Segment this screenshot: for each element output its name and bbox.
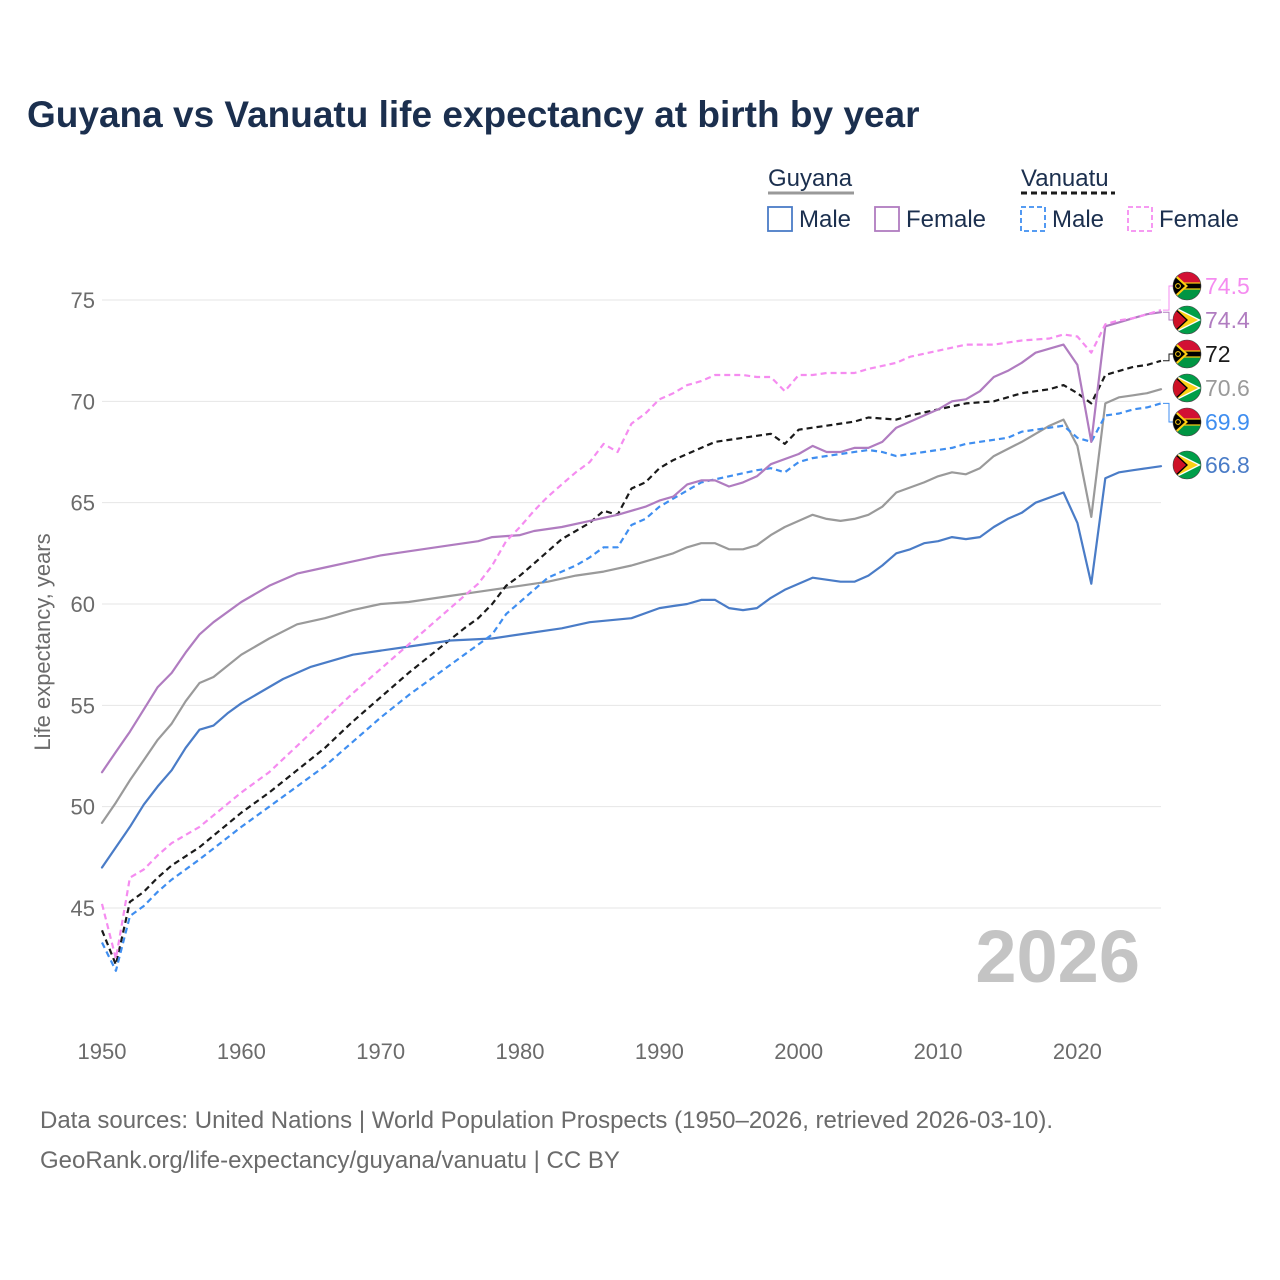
- y-tick-label: 65: [71, 491, 95, 516]
- legend-country-vanuatu: Vanuatu: [1021, 165, 1109, 192]
- legend-swatch: [1020, 206, 1046, 232]
- footer-link[interactable]: GeoRank.org/life-expectancy/guyana/vanua…: [40, 1147, 620, 1174]
- vanuatu-flag-icon: [1173, 272, 1201, 300]
- series-line-guyana-male: [100, 465, 1163, 869]
- year-watermark: 2026: [975, 915, 1140, 998]
- series-line-vanuatu-female: [100, 309, 1162, 960]
- end-value-label: 66.8: [1205, 452, 1250, 478]
- y-tick-label: 75: [71, 288, 95, 313]
- y-axis: 45 50 55 60 65 70 75: [71, 288, 95, 921]
- y-tick-label: 60: [71, 592, 95, 617]
- end-value-label: 69.9: [1205, 409, 1250, 435]
- series-line-guyana-total: [100, 388, 1163, 824]
- legend-swatch: [767, 206, 793, 232]
- end-value-label: 72: [1205, 341, 1231, 367]
- y-axis-label: Life expectancy, years: [30, 533, 55, 750]
- y-tick-label: 55: [71, 693, 95, 718]
- legend-country-guyana: Guyana: [768, 165, 853, 192]
- series-line-vanuatu-total: [100, 359, 1162, 966]
- series-line-vanuatu-male: [101, 402, 1162, 972]
- x-tick-label: 1950: [78, 1039, 127, 1064]
- x-tick-label: 1980: [496, 1039, 545, 1064]
- guyana-flag-icon: [1173, 451, 1201, 479]
- end-label-connector: [1163, 353, 1174, 362]
- guyana-flag-icon: [1173, 374, 1201, 402]
- end-label-connector: [1163, 402, 1174, 423]
- legend-item-male: Male: [799, 206, 851, 233]
- x-tick-label: 2020: [1053, 1039, 1102, 1064]
- end-value-label: 70.6: [1205, 375, 1250, 401]
- x-tick-label: 1970: [356, 1039, 405, 1064]
- series-line-guyana-female: [100, 311, 1163, 774]
- x-axis: 1950 1960 1970 1980 1990 2000 2010 2020: [78, 1039, 1102, 1064]
- end-labels: 74.5 74.4 72 70.6 69.9 66.8: [1163, 272, 1250, 479]
- legend-item-male: Male: [1052, 206, 1104, 233]
- legend-item-female: Female: [1159, 206, 1239, 233]
- y-tick-label: 45: [71, 896, 95, 921]
- x-tick-label: 2010: [914, 1039, 963, 1064]
- footer-sources: Data sources: United Nations | World Pop…: [40, 1107, 1054, 1134]
- x-tick-label: 1960: [217, 1039, 266, 1064]
- legend-swatch: [874, 206, 900, 232]
- end-value-label: 74.4: [1205, 307, 1250, 333]
- legend: Guyana Male Female Vanuatu Male Female: [767, 165, 1239, 233]
- x-tick-label: 1990: [635, 1039, 684, 1064]
- x-tick-label: 2000: [774, 1039, 823, 1064]
- legend-swatch: [1127, 206, 1153, 232]
- vanuatu-flag-icon: [1173, 340, 1201, 368]
- end-label-connector: [1163, 311, 1174, 321]
- vanuatu-flag-icon: [1173, 408, 1201, 436]
- legend-item-female: Female: [906, 206, 986, 233]
- guyana-flag-icon: [1173, 306, 1201, 334]
- chart-title: Guyana vs Vanuatu life expectancy at bir…: [27, 94, 920, 135]
- grid: [102, 299, 1161, 909]
- end-label-connector: [1163, 285, 1174, 311]
- series-lines: [100, 309, 1163, 972]
- end-value-label: 74.5: [1205, 273, 1250, 299]
- y-tick-label: 50: [71, 795, 95, 820]
- y-tick-label: 70: [71, 389, 95, 414]
